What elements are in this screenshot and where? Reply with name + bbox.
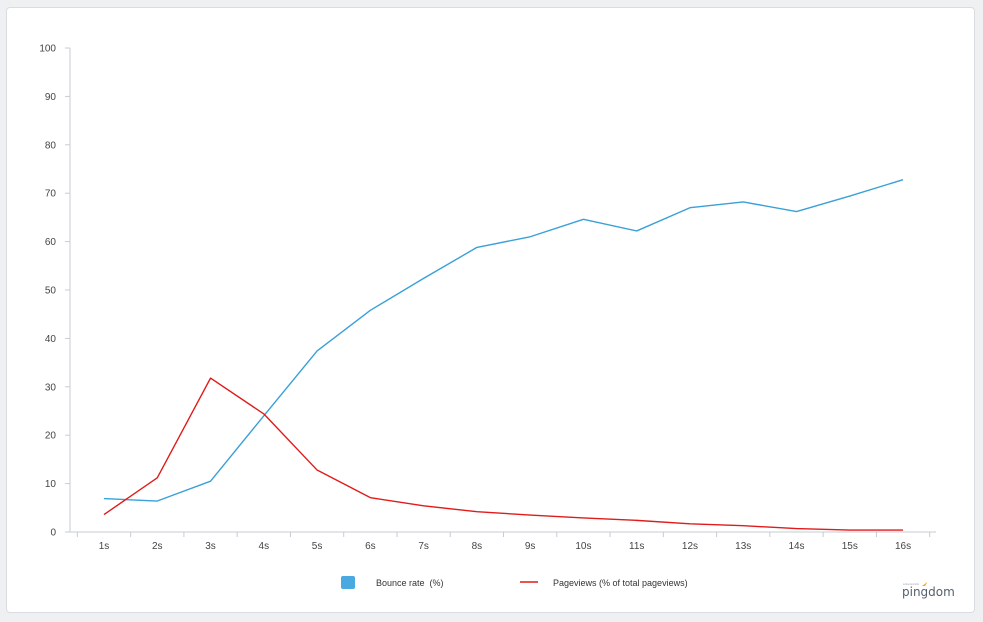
y-tick-label-10: 10 (45, 479, 57, 490)
brand-name: pingdom (902, 585, 955, 599)
y-tick-label-30: 30 (45, 382, 57, 393)
x-tick-label-8s: 8s (472, 541, 483, 552)
x-tick-label-13s: 13s (735, 541, 751, 552)
x-tick-label-2s: 2s (152, 541, 163, 552)
x-tick-label-7s: 7s (418, 541, 429, 552)
x-tick-label-3s: 3s (205, 541, 216, 552)
x-tick-label-11s: 11s (629, 541, 644, 552)
series-line-pageviews (103, 377, 904, 531)
x-tick-label-5s: 5s (312, 541, 323, 552)
legend-label-pageviews: Pageviews (% of total pageviews) (553, 578, 688, 588)
x-tick-label-4s: 4s (259, 541, 270, 552)
y-tick-label-60: 60 (45, 237, 57, 248)
y-tick-label-70: 70 (45, 189, 57, 200)
x-tick-label-9s: 9s (525, 541, 536, 552)
legend-item-pageviews[interactable]: Pageviews (% of total pageviews) (520, 578, 688, 588)
y-tick-label-40: 40 (45, 334, 57, 345)
x-axis: 1s 2s 3s 4s 5s 6s 7s 8s 9s 10s 11s 12s 13s 14s 15s 16s (70, 531, 936, 552)
x-tick-label-10s: 10s (575, 541, 591, 552)
y-tick-label-20: 20 (45, 431, 57, 442)
x-tick-label-16s: 16s (895, 541, 911, 552)
legend-swatch-bounce-rate (341, 576, 355, 589)
legend-label-bounce-rate: Bounce rate (%) (376, 578, 444, 588)
series-line-bounce-rate (103, 178, 904, 502)
y-tick-label-0: 0 (50, 528, 56, 539)
legend-item-bounce-rate[interactable]: Bounce rate (%) (341, 576, 444, 589)
y-tick-label-100: 100 (39, 44, 56, 55)
x-tick-label-14s: 14s (788, 541, 804, 552)
brand-tagline: solarwinds (903, 582, 919, 586)
x-tick-label-1s: 1s (99, 541, 110, 552)
legend: Bounce rate (%) Pageviews (% of total pa… (341, 576, 688, 589)
y-tick-label-90: 90 (45, 92, 57, 103)
x-tick-label-6s: 6s (365, 541, 376, 552)
y-tick-label-50: 50 (45, 286, 57, 297)
series-layer (103, 178, 904, 531)
pingdom-logo: solarwinds pingdom (902, 582, 955, 599)
brand-flame-icon (922, 582, 927, 586)
x-tick-label-12s: 12s (682, 541, 698, 552)
x-tick-label-15s: 15s (842, 541, 858, 552)
y-axis: 0 10 20 30 40 50 60 70 80 90 100 (39, 44, 71, 539)
y-tick-label-80: 80 (45, 140, 57, 151)
